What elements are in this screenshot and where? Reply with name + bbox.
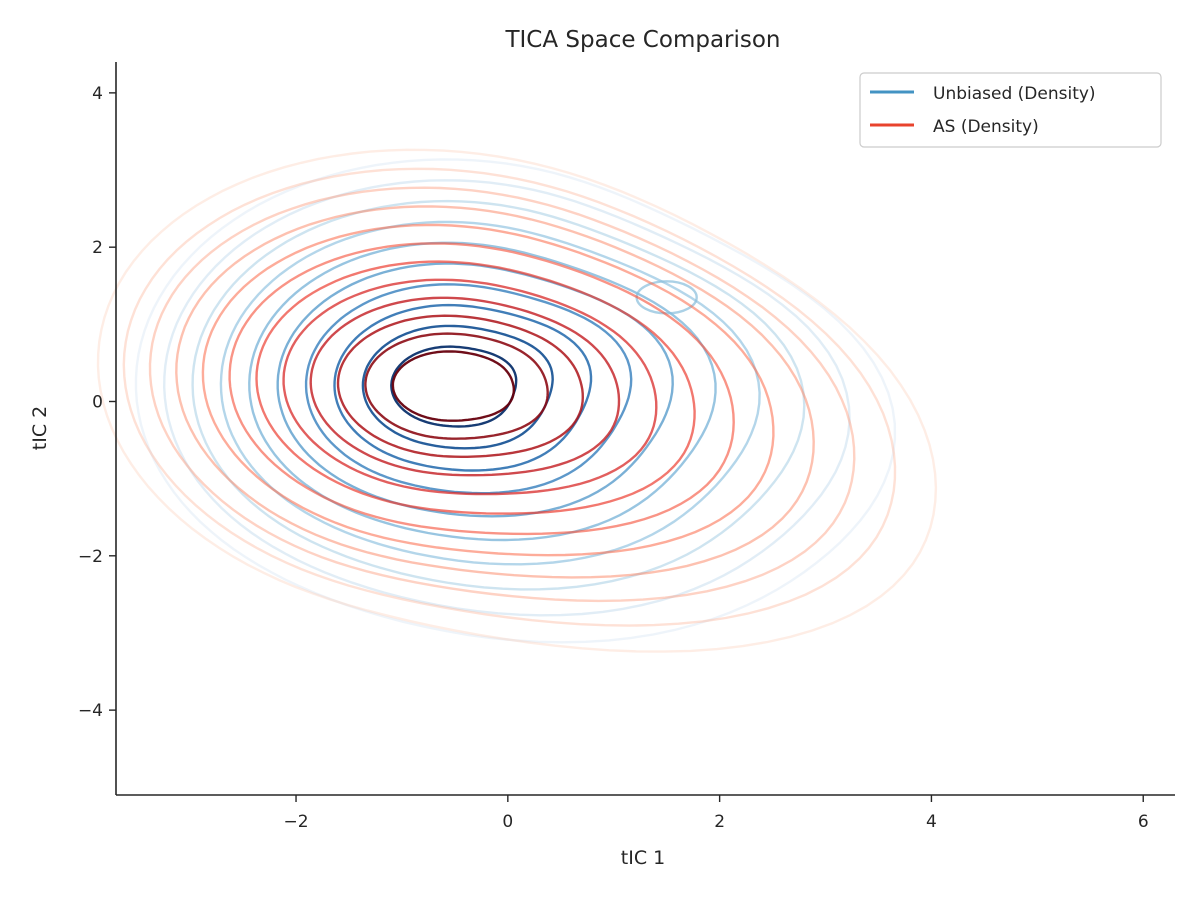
contour-line (255, 260, 696, 515)
contour-line (309, 296, 621, 477)
contour-line (336, 314, 585, 458)
contour-line (175, 205, 815, 579)
contour-line (248, 241, 717, 542)
legend-label-as: AS (Density) (933, 117, 1039, 137)
contour-line (228, 242, 735, 536)
y-tick-label: −2 (78, 547, 103, 567)
x-tick-label: 6 (1138, 812, 1149, 832)
contour-line (219, 220, 761, 566)
contour-line (391, 350, 515, 422)
contour-line (333, 303, 593, 472)
y-tick-label: 2 (92, 238, 103, 258)
x-tick-label: 0 (502, 812, 513, 832)
x-tick-label: 2 (714, 812, 725, 832)
as-density-contours (96, 148, 938, 653)
chart-title: TICA Space Comparison (504, 27, 780, 53)
contour-line (191, 199, 806, 591)
y-axis-title: tIC 2 (29, 406, 51, 450)
contour-line (282, 278, 658, 496)
contour-line (364, 332, 549, 440)
contour-line (148, 186, 856, 603)
y-tick-label: 4 (92, 84, 103, 104)
contour-line (390, 345, 518, 428)
y-ticks: −4 −2 0 2 4 (78, 84, 116, 721)
y-tick-label: 0 (92, 392, 103, 412)
contour-line (96, 148, 938, 653)
contour-line (276, 262, 674, 518)
unbiased-density-contours (134, 158, 897, 644)
axes (115, 62, 1175, 796)
contour-line (134, 158, 897, 644)
x-tick-label: 4 (926, 812, 937, 832)
x-axis-title: tIC 1 (621, 847, 665, 869)
contour-line (122, 167, 897, 627)
x-tick-label: −2 (283, 812, 308, 832)
contour-line (201, 223, 775, 557)
contour-line (162, 179, 851, 617)
y-tick-label: −4 (78, 701, 103, 721)
legend: Unbiased (Density) AS (Density) (859, 72, 1162, 148)
contour-line (361, 324, 554, 450)
contour-line (304, 283, 633, 495)
x-ticks: −2 0 2 4 6 (283, 795, 1149, 832)
legend-label-unbiased: Unbiased (Density) (933, 84, 1096, 104)
legend-frame (859, 72, 1162, 148)
